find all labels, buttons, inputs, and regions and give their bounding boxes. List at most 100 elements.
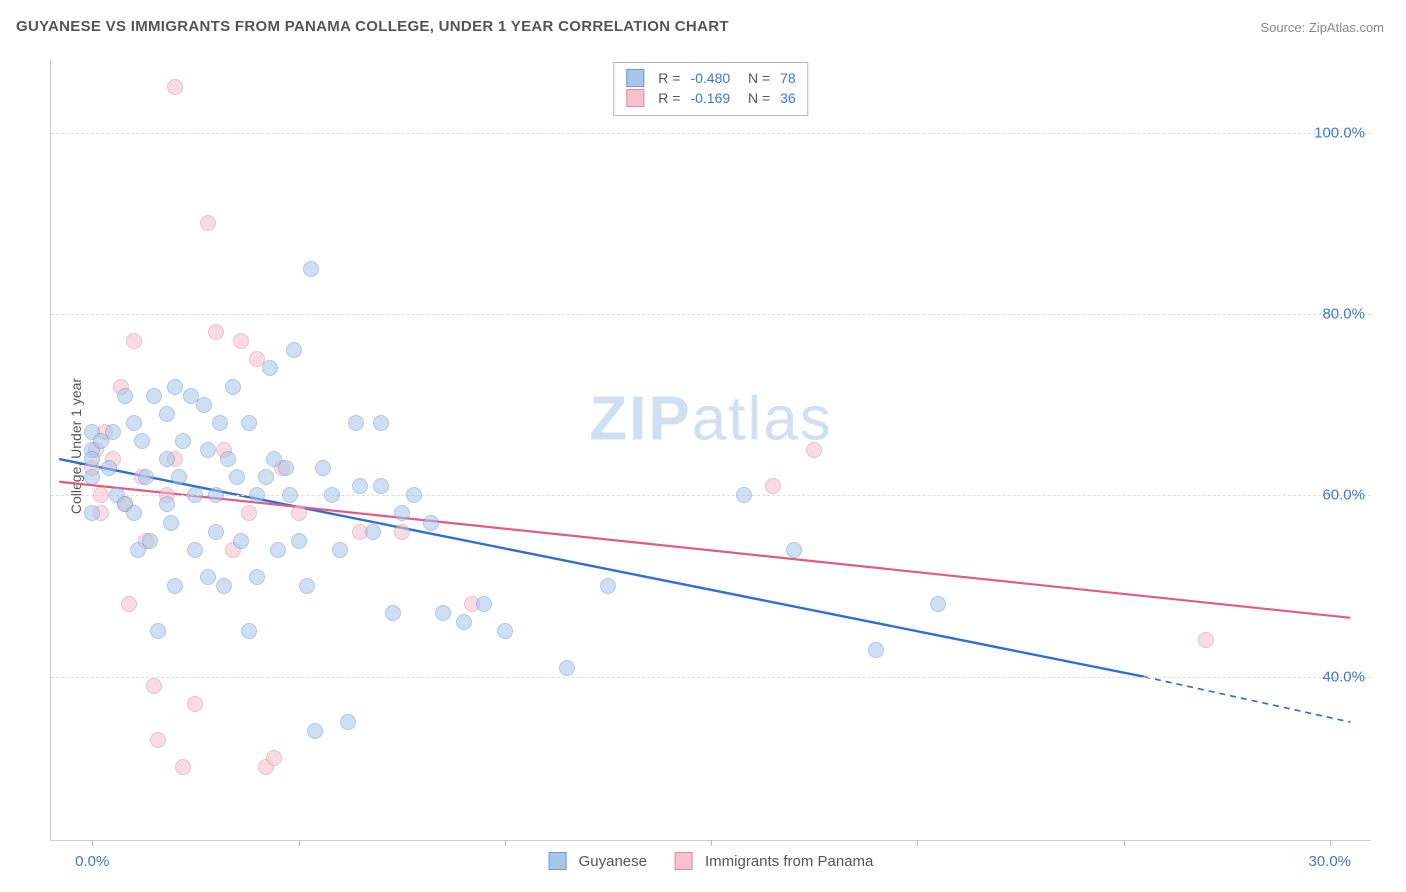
scatter-point-panama <box>146 678 162 694</box>
scatter-point-guyanese <box>282 487 298 503</box>
scatter-point-guyanese <box>249 569 265 585</box>
scatter-point-guyanese <box>373 478 389 494</box>
scatter-point-guyanese <box>167 578 183 594</box>
legend-label: Guyanese <box>579 853 647 870</box>
scatter-point-guyanese <box>196 397 212 413</box>
scatter-point-panama <box>175 759 191 775</box>
scatter-point-guyanese <box>187 487 203 503</box>
scatter-point-guyanese <box>286 342 302 358</box>
stats-swatch <box>626 89 644 107</box>
scatter-point-guyanese <box>262 360 278 376</box>
scatter-point-guyanese <box>167 379 183 395</box>
scatter-point-guyanese <box>146 388 162 404</box>
x-tick <box>299 840 300 846</box>
scatter-point-panama <box>765 478 781 494</box>
scatter-point-panama <box>200 215 216 231</box>
scatter-point-panama <box>394 524 410 540</box>
stats-n-label: N = <box>740 68 770 88</box>
stats-r-label: R = <box>658 68 680 88</box>
scatter-point-guyanese <box>159 451 175 467</box>
stats-legend-box: R = -0.480 N = 78R = -0.169 N = 36 <box>613 62 808 116</box>
x-tick <box>1124 840 1125 846</box>
scatter-point-guyanese <box>187 542 203 558</box>
scatter-point-guyanese <box>299 578 315 594</box>
scatter-point-guyanese <box>233 533 249 549</box>
regression-lines-layer <box>51 60 1371 840</box>
scatter-point-panama <box>126 333 142 349</box>
scatter-point-guyanese <box>324 487 340 503</box>
scatter-point-guyanese <box>258 469 274 485</box>
scatter-point-guyanese <box>352 478 368 494</box>
scatter-point-guyanese <box>435 605 451 621</box>
stats-r-label: R = <box>658 88 680 108</box>
scatter-point-guyanese <box>365 524 381 540</box>
scatter-point-guyanese <box>249 487 265 503</box>
scatter-point-guyanese <box>208 487 224 503</box>
scatter-point-guyanese <box>476 596 492 612</box>
scatter-point-panama <box>266 750 282 766</box>
legend-swatch <box>675 852 693 870</box>
stats-row-guyanese: R = -0.480 N = 78 <box>626 68 795 88</box>
chart-title: GUYANESE VS IMMIGRANTS FROM PANAMA COLLE… <box>16 18 729 35</box>
scatter-point-guyanese <box>171 469 187 485</box>
stats-r-value: -0.169 <box>690 88 730 108</box>
scatter-point-guyanese <box>105 424 121 440</box>
stats-r-value: -0.480 <box>690 68 730 88</box>
gridline-h <box>51 133 1371 134</box>
scatter-point-panama <box>167 79 183 95</box>
series-legend: Guyanese Immigrants from Panama <box>549 852 874 870</box>
scatter-point-guyanese <box>241 415 257 431</box>
scatter-point-panama <box>1198 632 1214 648</box>
scatter-point-panama <box>291 505 307 521</box>
x-tick <box>711 840 712 846</box>
scatter-point-guyanese <box>736 487 752 503</box>
y-tick-label: 100.0% <box>1314 124 1365 141</box>
x-tick <box>505 840 506 846</box>
x-tick <box>1330 840 1331 846</box>
scatter-point-guyanese <box>212 415 228 431</box>
scatter-point-guyanese <box>175 433 191 449</box>
scatter-point-guyanese <box>786 542 802 558</box>
x-tick-label: 30.0% <box>1308 853 1351 870</box>
scatter-point-guyanese <box>84 469 100 485</box>
scatter-point-guyanese <box>225 379 241 395</box>
scatter-point-guyanese <box>385 605 401 621</box>
scatter-point-guyanese <box>126 415 142 431</box>
stats-n-value: 36 <box>780 88 796 108</box>
scatter-point-guyanese <box>117 388 133 404</box>
scatter-point-guyanese <box>150 623 166 639</box>
y-tick-label: 80.0% <box>1322 305 1365 322</box>
scatter-point-panama <box>93 487 109 503</box>
scatter-point-guyanese <box>163 515 179 531</box>
scatter-point-guyanese <box>229 469 245 485</box>
legend-label: Immigrants from Panama <box>705 853 873 870</box>
scatter-point-guyanese <box>456 614 472 630</box>
scatter-point-guyanese <box>208 524 224 540</box>
scatter-point-guyanese <box>200 569 216 585</box>
legend-item: Guyanese <box>549 852 647 870</box>
scatter-point-panama <box>806 442 822 458</box>
source-attribution: Source: ZipAtlas.com <box>1260 20 1384 35</box>
scatter-point-guyanese <box>159 496 175 512</box>
scatter-point-guyanese <box>278 460 294 476</box>
scatter-point-guyanese <box>340 714 356 730</box>
scatter-point-guyanese <box>126 505 142 521</box>
scatter-point-guyanese <box>497 623 513 639</box>
scatter-point-guyanese <box>315 460 331 476</box>
stats-n-label: N = <box>740 88 770 108</box>
scatter-point-panama <box>208 324 224 340</box>
scatter-point-guyanese <box>84 505 100 521</box>
scatter-point-guyanese <box>423 515 439 531</box>
scatter-point-guyanese <box>101 460 117 476</box>
scatter-point-guyanese <box>138 469 154 485</box>
scatter-point-panama <box>187 696 203 712</box>
scatter-point-guyanese <box>84 451 100 467</box>
regression-line-dash-guyanese <box>1144 677 1350 722</box>
gridline-h <box>51 314 1371 315</box>
scatter-point-guyanese <box>559 660 575 676</box>
scatter-point-guyanese <box>142 533 158 549</box>
scatter-point-guyanese <box>600 578 616 594</box>
scatter-point-guyanese <box>394 505 410 521</box>
stats-n-value: 78 <box>780 68 796 88</box>
scatter-point-guyanese <box>303 261 319 277</box>
